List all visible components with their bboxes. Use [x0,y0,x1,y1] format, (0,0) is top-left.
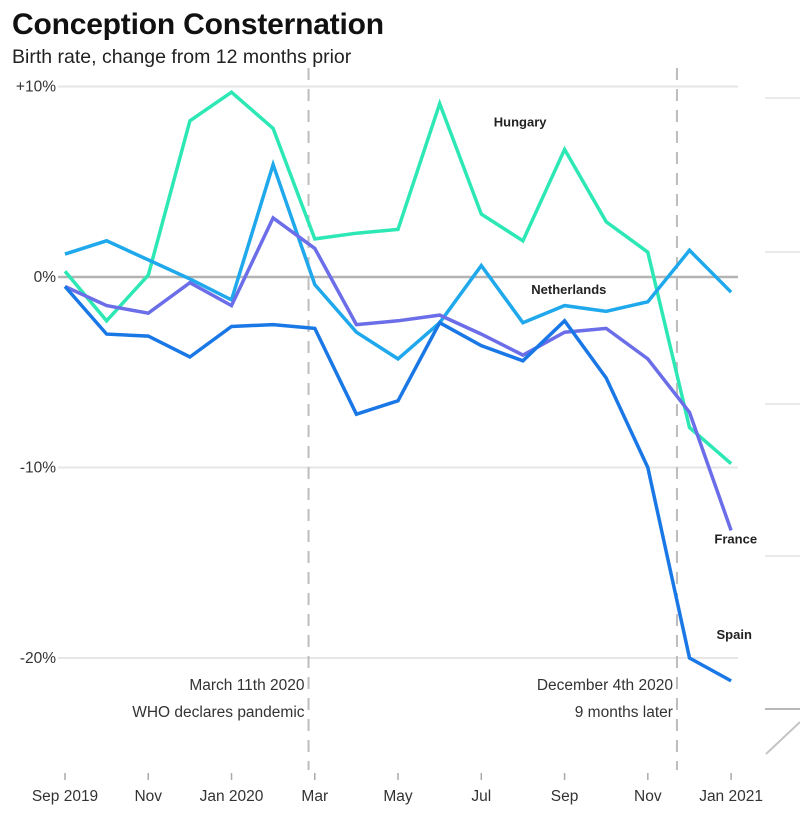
series-line-hungary [63,89,733,466]
annotation-text: March 11th 2020 [189,677,305,694]
x-tick-label: Nov [634,788,662,805]
annotation-text: 9 months later [575,704,673,721]
chart-subtitle: Birth rate, change from 12 months prior [12,46,352,68]
x-tick-label: Jul [471,788,491,805]
series-label-hungary: Hungary [494,115,548,130]
x-tick-label: Nov [134,788,162,805]
y-tick-label: -10% [20,460,56,477]
x-tick-label: Sep 2019 [32,788,98,805]
series-line-france [64,215,733,531]
event-lines [307,68,678,770]
series-label-spain: Spain [717,627,752,642]
x-tick-label: May [383,788,413,805]
y-tick-label: +10% [16,79,56,96]
series-line-spain [63,285,732,683]
series-label-france: France [714,532,757,547]
chart-title: Conception Consternation [12,8,384,41]
x-tick-label: Jan 2020 [200,788,264,805]
series-labels: Hungary Netherlands France Spain [494,115,757,642]
x-tick-label: Mar [301,788,328,805]
x-axis: Sep 2019 Nov Jan 2020 Mar May Jul Sep Nov Jan 20… [32,773,763,805]
annotation-text: December 4th 2020 [537,677,674,694]
series-line-netherlands [64,158,733,362]
x-tick-label: Sep [551,788,579,805]
edge-artifact-line [765,721,800,755]
annotation-text: WHO declares pandemic [132,704,305,721]
series-label-netherlands: Netherlands [531,282,606,297]
y-tick-label: 0% [34,269,57,286]
annotations: March 11th 2020 WHO declares pandemic Dece… [132,677,673,721]
series-lines [63,89,733,683]
y-axis-labels: +10% 0% -10% -20% [16,79,56,668]
y-tick-label: -20% [20,650,56,667]
gridlines [58,85,738,659]
edge-artifacts [765,97,800,755]
x-tick-label: Jan 2021 [699,788,763,805]
